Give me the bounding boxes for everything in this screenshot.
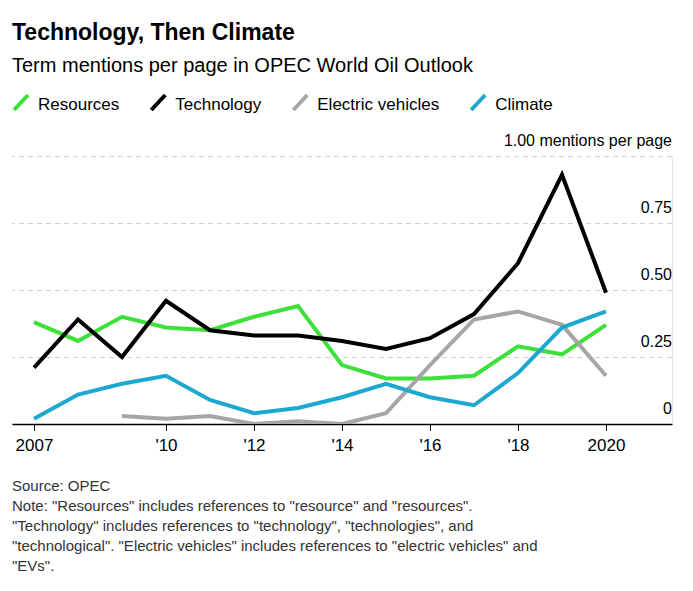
series-line: [122, 311, 606, 424]
y-tick: 1.00 mentions per page: [12, 132, 672, 157]
grid-line: [12, 357, 672, 358]
title: Technology, Then Climate: [12, 19, 295, 45]
x-tick-label: '18: [507, 436, 529, 455]
y-axis: 0 0.25 0.50 0.75 1.00 mentions per page: [12, 132, 673, 425]
series-line: [34, 311, 606, 418]
x-tick: '10: [155, 424, 177, 455]
legend-label: Technology: [175, 95, 262, 114]
x-tick-mark: [430, 424, 431, 431]
y-tick-label: 0.25: [641, 333, 672, 350]
grid-line: [12, 223, 672, 224]
x-axis: 2007 '10 '12 '14 '16 '18 2020: [13, 424, 673, 455]
y-axis-line: [672, 157, 673, 425]
x-tick-label: '16: [419, 436, 441, 455]
y-tick: 0: [12, 400, 672, 425]
legend-swatch: [471, 95, 485, 110]
x-tick: '14: [331, 424, 353, 455]
y-tick-label: 0.50: [641, 266, 672, 283]
subtitle: Term mentions per page in OPEC World Oil…: [12, 54, 474, 76]
chart: Technology, Then Climate Term mentions pe…: [0, 0, 693, 591]
x-tick-label: '12: [243, 436, 265, 455]
legend-swatch: [293, 95, 307, 110]
legend: Resources Technology Electric vehicles Clim…: [14, 95, 553, 114]
x-tick-mark: [342, 424, 343, 431]
note: "EVs".: [12, 557, 54, 574]
x-tick: 2007: [16, 424, 54, 455]
legend-item: Resources: [14, 95, 119, 114]
x-tick-label: 2020: [588, 436, 626, 455]
y-tick-label: 1.00 mentions per page: [504, 132, 672, 149]
x-tick-mark: [34, 424, 35, 431]
series-line: [34, 306, 606, 378]
x-tick: 2020: [588, 424, 626, 455]
x-tick-mark: [254, 424, 255, 431]
grid-line: [12, 290, 672, 291]
legend-label: Climate: [495, 95, 553, 114]
legend-item: Electric vehicles: [293, 95, 439, 114]
series-line: [34, 175, 606, 368]
note: Note: "Resources" includes references to…: [12, 497, 473, 514]
x-tick: '18: [507, 424, 529, 455]
x-tick-mark: [606, 424, 607, 431]
x-tick-label: '10: [155, 436, 177, 455]
x-tick-mark: [518, 424, 519, 431]
x-tick: '16: [419, 424, 441, 455]
source: Source: OPEC: [12, 477, 111, 494]
note: "technological". "Electric vehicles" inc…: [12, 537, 538, 554]
grid-line: [12, 156, 672, 157]
legend-swatch: [151, 95, 165, 110]
legend-label: Resources: [38, 95, 119, 114]
legend-swatch: [14, 95, 28, 110]
x-tick: '12: [243, 424, 265, 455]
x-tick-label: 2007: [16, 436, 54, 455]
y-tick: 0.50: [12, 266, 672, 291]
y-tick-label: 0: [663, 400, 672, 417]
note: "Technology" includes references to "tec…: [12, 517, 473, 534]
legend-label: Electric vehicles: [317, 95, 439, 114]
x-tick-label: '14: [331, 436, 353, 455]
legend-item: Technology: [151, 95, 262, 114]
x-tick-mark: [166, 424, 167, 431]
plot-area: [34, 175, 606, 424]
legend-item: Climate: [471, 95, 553, 114]
y-tick-label: 0.75: [641, 199, 672, 216]
